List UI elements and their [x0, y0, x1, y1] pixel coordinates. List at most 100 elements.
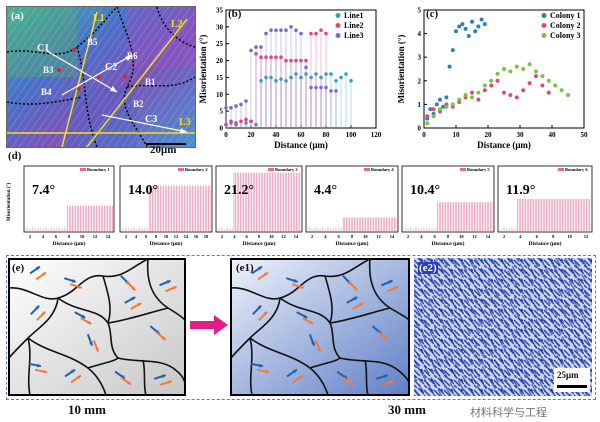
panel-e-orientation-arrowhead	[166, 280, 171, 284]
panel-c-series-1-point	[476, 24, 481, 29]
panel-c-series-2-point	[425, 114, 430, 119]
boundary-strip-1-xtick-label: 4	[42, 234, 45, 239]
boundary-strip-4-xtick-label: 10	[363, 234, 368, 239]
panel-b-series-1-point	[334, 79, 338, 83]
panel-c-series-3-point	[463, 92, 468, 97]
boundary-strip-6-legend-label: Boundary 6	[565, 167, 588, 172]
panel-c-series-3-point	[540, 74, 545, 79]
boundary-strip-2-xtick-label: 8	[155, 234, 158, 239]
boundary-strip-4-xtick-label: 12	[376, 234, 381, 239]
panel-c-series-2-point	[534, 74, 538, 79]
panel-c-series-1-point	[438, 97, 442, 102]
panel-e1-orientation-arrowhead	[292, 369, 297, 374]
panel-c-series-1-point	[457, 24, 462, 29]
panel-c-series-1-point	[460, 22, 465, 27]
panel-b-series-3-point	[324, 85, 328, 90]
panel-b-series-3-point	[304, 65, 308, 70]
panel-e-orientation-arrowhead	[89, 341, 93, 346]
boundary-strip-4-legend-marker	[364, 168, 370, 171]
boundary-strip-6-xtick-label: 6	[536, 234, 539, 239]
panel-c-series-3-point	[566, 92, 570, 97]
panel-c-series-3-point	[559, 88, 564, 93]
panel-c-series-2-point	[546, 90, 551, 95]
panel-c-series-3-point	[431, 114, 436, 119]
panel-e-orientation-arrowhead	[43, 369, 47, 374]
panel-e1-orientation-arrowhead	[298, 375, 303, 380]
panel-c-yaxis-title: Misorientation (°)	[398, 35, 406, 104]
boundary-strip-1-xtick-label: 10	[80, 234, 85, 239]
panel-b-ytick-label: 30	[216, 23, 224, 31]
boundary-strip-4-xtick-label: 2	[311, 234, 314, 239]
boundary-strip-5-xtick-label: 14	[486, 234, 491, 239]
boundary-b2-label: B2	[133, 99, 144, 109]
panel-e-dashed-frame	[6, 255, 596, 400]
panel-b-series-3-point	[239, 102, 243, 107]
panel-b-yaxis-title: Misorientation (°)	[198, 35, 208, 104]
panel-c-series-3-point	[450, 102, 455, 107]
panel-c-series-3-point	[521, 67, 526, 71]
panel-a-scalebar-label: 20μm	[150, 144, 177, 156]
panel-e-orientation-arrowhead	[76, 375, 81, 380]
panel-b-series-1-point	[344, 72, 348, 76]
panel-e1-orientation-arrowhead	[383, 336, 388, 340]
boundary-strip-1-legend-label: Boundary 1	[87, 167, 110, 172]
boundary-strip-4-xtick-label: 14	[390, 234, 395, 239]
panel-c-xtick-label: 50	[581, 131, 589, 139]
panel-c-xtick-label: 40	[549, 131, 557, 139]
panel-c-series-3-point	[527, 62, 532, 67]
panel-e-orientation-arrowhead	[126, 380, 131, 385]
panel-b-xtick-label: 40	[273, 131, 281, 139]
panel-b-series-3-point	[319, 85, 323, 90]
panel-c-ytick-label: 3	[418, 54, 422, 62]
panel-c-series-3-point	[457, 97, 462, 102]
panel-c-series-1-point	[441, 104, 446, 109]
panel-b-series-3-point	[279, 28, 283, 33]
boundary-strip-6-xtick-label: 8	[552, 234, 555, 239]
boundary-strip-5-xtick-label: 6	[434, 234, 437, 239]
panel-b-legend-marker	[335, 33, 341, 38]
panel-b-series-3-point	[309, 85, 313, 90]
panel-e-orientation-arrowhead	[77, 284, 82, 289]
panel-c-series-3-point	[546, 78, 551, 83]
boundary-strip-1-xtick-label: 14	[106, 234, 111, 239]
panel-b-legend-marker	[335, 13, 341, 18]
boundary-strip-3-xaxis-title: Distance (μm)	[243, 240, 276, 247]
panel-e-orientation-arrowhead	[137, 303, 142, 307]
colony-c2-label: C2	[105, 62, 118, 73]
boundary-strip-6-legend-marker	[558, 168, 564, 171]
panel-e1-orientation-arrowhead	[383, 374, 388, 379]
panel-e1-orientation-arrowhead	[394, 286, 399, 290]
panel-b-series-3-point	[274, 28, 278, 33]
panel-b-xaxis-title: Distance (μm)	[274, 140, 328, 150]
panel-e2-scalebar-label: 25μm	[557, 370, 579, 380]
panel-b-ytick-label: 20	[216, 57, 224, 65]
panel-e-orientation-arrowhead	[71, 278, 76, 283]
boundary-strip-2-angle: 14.0°	[128, 183, 158, 198]
panel-e-orientation-arrowhead	[131, 297, 136, 301]
panel-e-orientation-arrowhead	[161, 374, 166, 379]
panel-b-series-3-point	[264, 31, 268, 36]
panel-c-series-2-point	[540, 83, 545, 88]
panel-c-series-3-point	[508, 69, 513, 74]
panel-b-series-2-point	[309, 31, 313, 36]
panel-b-series-3-point	[329, 89, 333, 93]
panel-b-label: (b)	[228, 8, 242, 20]
panel-c-series-2-point	[476, 97, 481, 102]
panel-b-legend-marker	[335, 23, 341, 28]
panel-b-series-1-point	[329, 72, 333, 76]
boundary-strip-3-xtick-label: 2	[221, 234, 224, 239]
panel-c-legend-marker	[541, 33, 547, 38]
panel-c-series-2-point	[470, 90, 474, 95]
panel-b-series-3-point	[284, 28, 288, 33]
panel-c-series-3-point	[495, 71, 500, 76]
panel-e1-orientation-arrowhead	[309, 320, 314, 324]
panel-b-series-3-point	[224, 105, 228, 110]
panel-e1-orientation-arrowhead	[303, 314, 308, 318]
boundary-strip-2-xtick-label: 6	[145, 234, 148, 239]
panel-b-ytick-label: 0	[220, 125, 224, 133]
schematic-e	[8, 258, 186, 396]
panel-b-series-2-point	[324, 31, 328, 36]
panel-c-series-3-point	[534, 69, 538, 74]
panel-b-series-3-point	[294, 28, 298, 33]
panel-b-series-2-point	[319, 28, 323, 33]
